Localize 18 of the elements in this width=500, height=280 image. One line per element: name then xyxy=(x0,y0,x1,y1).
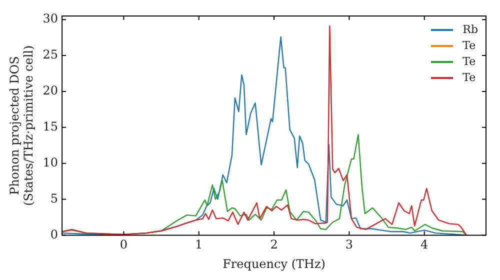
x-tick-label: 3 xyxy=(345,238,354,252)
y-tick-label: 0 xyxy=(50,227,58,242)
legend-label: Rb xyxy=(462,22,478,38)
x-tick-label: 1 xyxy=(195,238,203,252)
y-tick-label: 30 xyxy=(42,12,58,26)
y-tick-label: 20 xyxy=(42,84,58,98)
x-tick-label: 4 xyxy=(420,238,429,252)
y-tick-label: 5 xyxy=(50,191,58,206)
x-tick-label: 0 xyxy=(120,238,128,252)
y-axis-title: Phonon projected DOS (States/THz·primitive cell) xyxy=(7,45,36,206)
legend-label: Te xyxy=(462,70,476,86)
y-tick-label: 10 xyxy=(42,155,58,170)
x-tick-label: 2 xyxy=(270,238,278,252)
x-axis-title: Frequency (THz) xyxy=(222,256,326,271)
legend-label: Te xyxy=(462,54,476,70)
y-tick-label: 15 xyxy=(42,120,58,134)
y-tick-label: 25 xyxy=(42,48,58,62)
legend-label: Te xyxy=(462,38,476,54)
